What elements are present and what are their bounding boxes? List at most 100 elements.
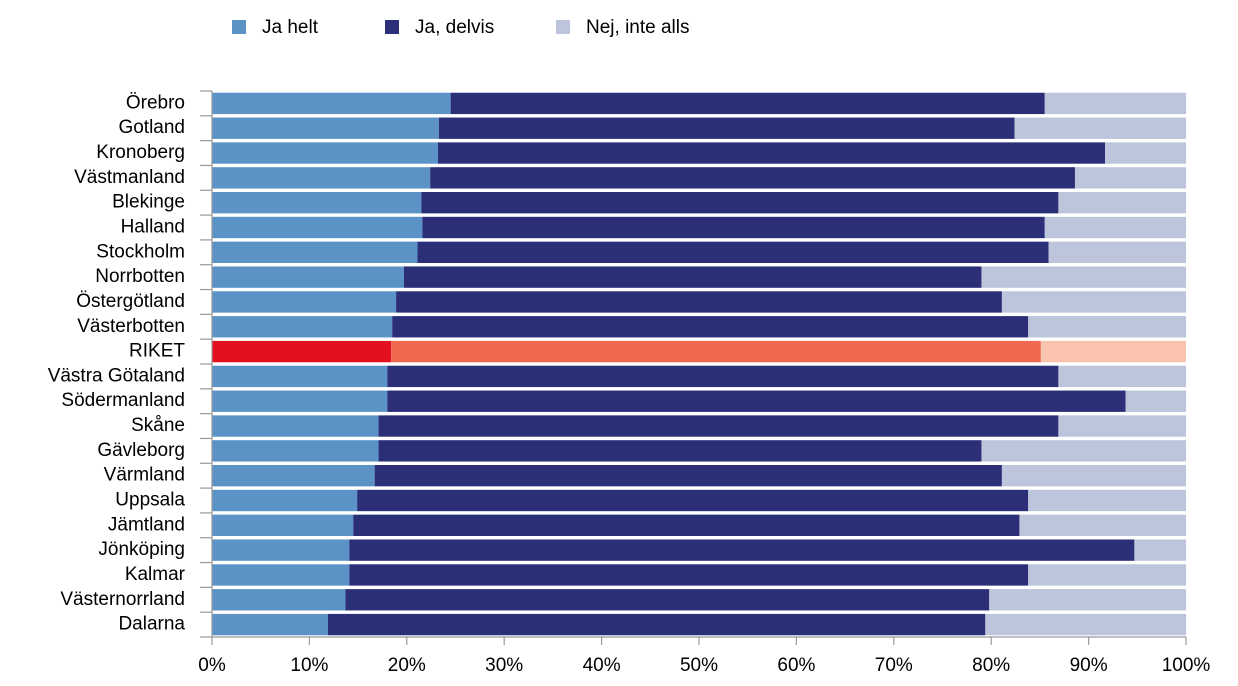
bar-segment [353, 514, 1020, 536]
bar-segment [985, 613, 1186, 636]
y-tick-label: Jönköping [98, 539, 185, 560]
bar-segment [981, 266, 1186, 288]
bar-segment [981, 440, 1186, 462]
bar-segment [438, 117, 1015, 139]
bar-segment [349, 539, 1135, 561]
bar-segment [1028, 564, 1186, 586]
x-tick-label: 20% [388, 655, 426, 676]
bar-segment [1105, 142, 1186, 164]
x-tick-label: 90% [1070, 655, 1108, 676]
bar-segment [1019, 514, 1186, 536]
bar-segment [212, 589, 346, 611]
bar-segment [212, 266, 404, 288]
x-tick-label: 0% [198, 655, 226, 676]
bar-segment [212, 365, 388, 388]
bar-segment [430, 167, 1075, 189]
bar-segment [1028, 489, 1186, 512]
legend-label: Nej, inte alls [586, 17, 690, 38]
bar-segment [212, 390, 388, 412]
bar-segment [212, 142, 438, 164]
y-tick-label: Gotland [118, 117, 185, 138]
x-tick-label: 70% [875, 655, 913, 676]
y-tick-label: Östergötland [76, 291, 185, 312]
bar-segment [327, 613, 986, 636]
bar-segment [212, 340, 392, 363]
x-tick-label: 50% [680, 655, 718, 676]
bar-segment [1001, 465, 1186, 487]
bar-segment [391, 340, 1041, 363]
bar-segment [212, 613, 328, 636]
x-tick-label: 40% [583, 655, 621, 676]
bar-segment [450, 92, 1045, 115]
y-tick-label: Uppsala [115, 490, 185, 511]
y-tick-label: Västerbotten [77, 316, 185, 337]
x-tick-label: 80% [972, 655, 1010, 676]
y-tick-label: Skåne [131, 415, 185, 436]
bar-segment [374, 465, 1002, 487]
bar-segment [403, 266, 982, 288]
bar-segment [437, 142, 1106, 164]
y-tick-label: Halland [121, 217, 185, 238]
y-tick-label: Södermanland [61, 390, 185, 411]
bar-segment [1044, 92, 1186, 115]
bar-segment [378, 440, 982, 462]
x-tick-label: 100% [1162, 655, 1211, 676]
bar-segment [1014, 117, 1186, 139]
bar-segment [345, 589, 990, 611]
bar-segment [1044, 216, 1186, 239]
bar-segment [212, 117, 439, 139]
bar-segment [387, 390, 1126, 412]
bar-segment [212, 514, 354, 536]
bar-segment [1058, 365, 1186, 388]
bar-segment [1125, 390, 1186, 412]
x-tick-label: 60% [777, 655, 815, 676]
y-tick-label: Jämtland [108, 514, 185, 535]
bar-segment [212, 216, 423, 239]
y-tick-label: Värmland [104, 465, 185, 486]
bar-segment [1040, 340, 1186, 363]
bar-segment [1058, 192, 1186, 214]
y-tick-label: Stockholm [96, 241, 185, 262]
bar-segment [212, 415, 379, 437]
y-tick-label: Västernorrland [60, 589, 185, 610]
legend-label: Ja helt [262, 17, 319, 38]
legend-label: Ja, delvis [415, 17, 494, 38]
y-tick-label: Gävleborg [97, 440, 185, 461]
x-tick-label: 10% [290, 655, 328, 676]
bar-segment [357, 489, 1029, 512]
legend-swatch [556, 20, 570, 34]
bar-segment [417, 241, 1049, 263]
x-tick-label: 30% [485, 655, 523, 676]
bar-segment [212, 241, 418, 263]
bar-segment [396, 291, 1002, 313]
y-tick-label: Västra Götaland [48, 365, 185, 386]
bar-segment [392, 316, 1029, 338]
legend-swatch [232, 20, 246, 34]
legend-swatch [385, 20, 399, 34]
bar-segment [349, 564, 1029, 586]
bar-segment [378, 415, 1059, 437]
y-tick-label: Kronoberg [96, 142, 185, 163]
bar-segment [1074, 167, 1186, 189]
y-tick-label: Örebro [126, 92, 185, 113]
bar-segment [212, 489, 358, 512]
bar-segment [421, 192, 1059, 214]
bar-segment [212, 564, 350, 586]
bar-segment [212, 316, 393, 338]
bar-segment [387, 365, 1059, 388]
bar-segment [212, 192, 422, 214]
bar-segment [989, 589, 1186, 611]
y-tick-label: Västmanland [74, 167, 185, 188]
bar-segment [1134, 539, 1186, 561]
y-tick-label: Norrbotten [95, 266, 185, 287]
y-tick-label: RIKET [129, 341, 185, 362]
bar-segment [1028, 316, 1186, 338]
bar-segment [212, 92, 451, 115]
y-tick-label: Blekinge [112, 192, 185, 213]
bar-segment [212, 539, 350, 561]
bar-segment [212, 440, 379, 462]
y-tick-label: Kalmar [125, 564, 186, 585]
bar-segment [212, 167, 431, 189]
bar-segment [1058, 415, 1186, 437]
